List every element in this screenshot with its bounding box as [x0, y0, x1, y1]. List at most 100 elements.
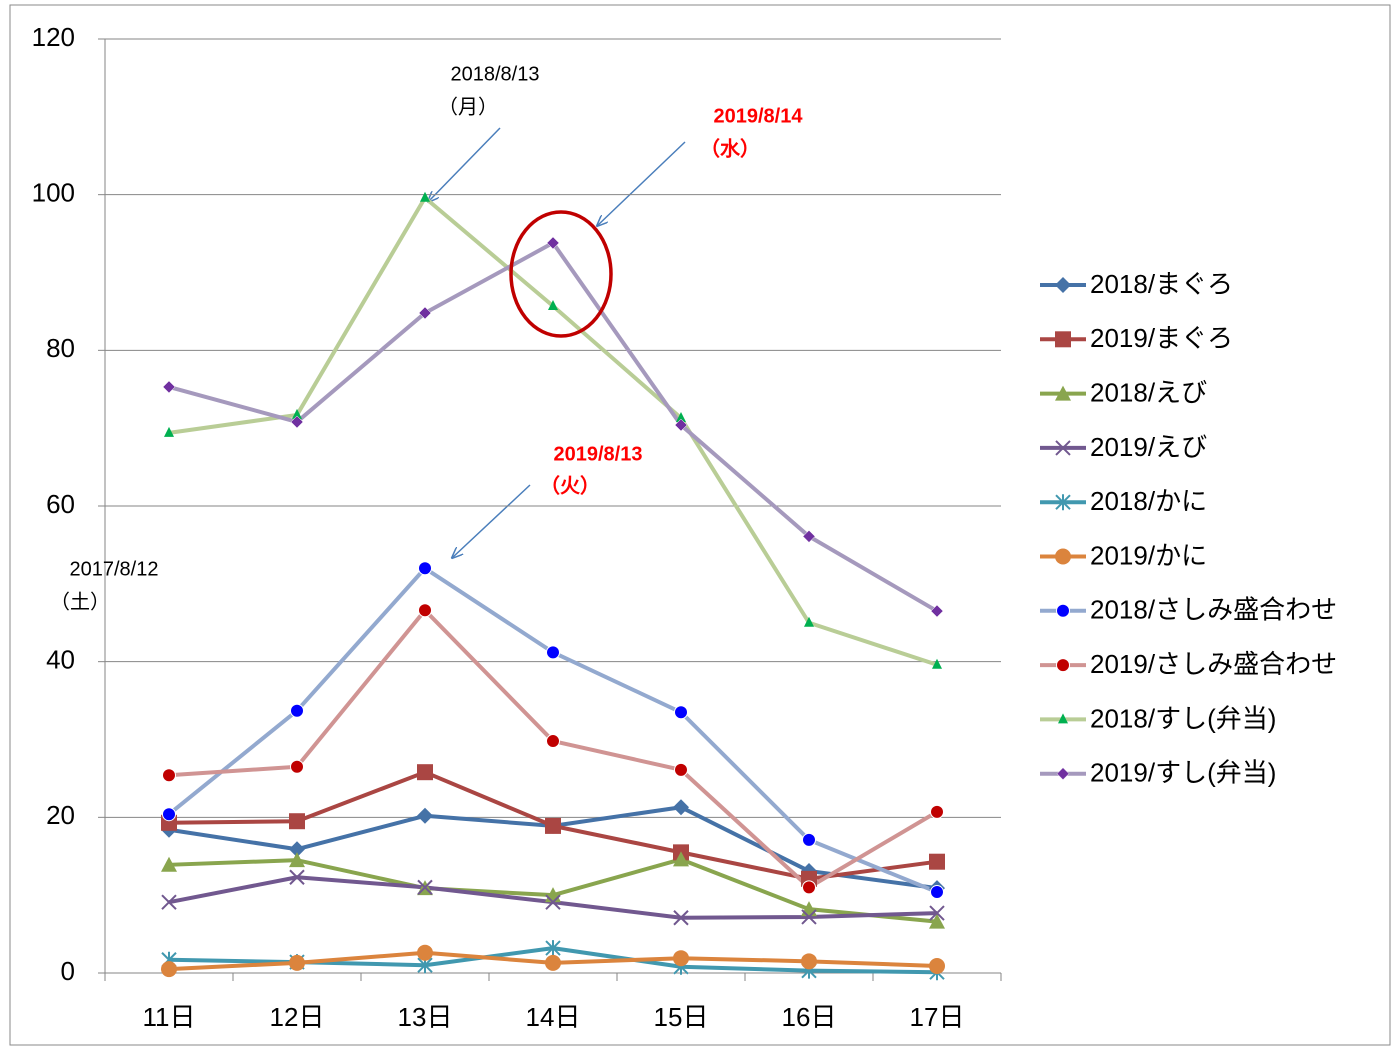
data-point	[673, 950, 689, 967]
data-point	[162, 380, 176, 394]
legend-marker-shape	[1056, 603, 1070, 618]
legend-marker-shape	[1058, 713, 1068, 724]
data-point	[932, 658, 942, 669]
y-tick-label: 0	[61, 956, 75, 986]
data-point	[673, 910, 689, 926]
legend-marker-shape	[1055, 331, 1071, 348]
data-point	[161, 856, 177, 872]
legend-marker-shape	[1055, 548, 1071, 565]
data-point	[546, 645, 560, 660]
legend-marker	[1055, 440, 1071, 456]
y-tick-label: 20	[46, 800, 75, 830]
x-tick-label: 11日	[143, 1002, 196, 1032]
data-point	[673, 799, 689, 816]
x-tick-label: 17日	[910, 1002, 965, 1032]
annotation: （水）	[700, 137, 760, 160]
legend-marker	[1056, 658, 1070, 673]
data-point	[290, 759, 304, 774]
y-tick-label: 60	[46, 489, 75, 519]
data-point	[289, 841, 305, 858]
legend-marker	[1055, 494, 1071, 511]
data-point	[545, 954, 561, 971]
legend-label: 2018/えび	[1090, 377, 1207, 407]
data-point	[417, 807, 433, 824]
annotation: 2017/8/12	[70, 558, 159, 580]
x-tick-label: 12日	[270, 1002, 325, 1032]
data-point	[801, 953, 817, 970]
x-tick-label: 13日	[398, 1002, 453, 1032]
data-point	[930, 804, 944, 819]
legend-marker	[1055, 548, 1071, 565]
data-point	[290, 703, 304, 718]
series-line	[168, 240, 939, 613]
data-point	[418, 306, 432, 320]
legend-label: 2019/えび	[1090, 432, 1207, 462]
data-point	[162, 807, 176, 822]
annotation-arrow	[452, 484, 531, 558]
data-point	[802, 530, 816, 543]
data-point	[802, 832, 816, 847]
data-point	[673, 851, 689, 867]
y-tick-label: 80	[46, 333, 75, 363]
data-point	[674, 705, 688, 720]
data-point	[546, 236, 560, 250]
legend-label: 2019/すし(弁当)	[1090, 758, 1276, 788]
data-point	[289, 813, 305, 830]
data-point	[418, 603, 432, 618]
data-point	[164, 426, 174, 437]
legend-label: 2018/すし(弁当)	[1090, 703, 1276, 733]
legend-marker-shape	[1056, 658, 1070, 673]
data-point	[545, 940, 561, 957]
data-point	[676, 412, 686, 423]
data-point	[548, 299, 558, 310]
data-point	[674, 418, 688, 432]
data-point	[674, 762, 688, 777]
annotation: （火）	[540, 474, 600, 497]
data-point	[292, 408, 302, 419]
x-tick-label: 16日	[782, 1002, 837, 1032]
data-point	[929, 957, 945, 974]
data-point	[417, 764, 433, 781]
y-tick-label: 100	[32, 178, 75, 208]
data-point	[161, 961, 177, 978]
annotation: 2019/8/13	[554, 443, 643, 465]
legend-marker-shape	[1055, 440, 1071, 456]
data-point	[546, 734, 560, 749]
annotation: （土）	[50, 590, 110, 613]
legend-label: 2018/まぐろ	[1090, 269, 1233, 299]
annotation-arrow	[428, 127, 501, 202]
data-point	[929, 913, 945, 929]
data-point	[289, 852, 305, 868]
data-point	[545, 894, 561, 910]
legend-label: 2019/まぐろ	[1090, 323, 1233, 353]
legend-marker-shape	[1055, 385, 1071, 401]
data-point	[162, 768, 176, 783]
legend-label: 2019/さしみ盛合わせ	[1090, 649, 1337, 679]
data-point	[929, 853, 945, 870]
data-point	[930, 604, 944, 618]
legend-marker-shape	[1055, 494, 1071, 511]
legend-marker-shape	[1055, 277, 1071, 293]
data-point	[930, 885, 944, 900]
legend-marker-shape	[1056, 767, 1070, 781]
data-point	[418, 561, 432, 576]
highlight-ellipse	[509, 210, 613, 338]
chart-frame	[9, 4, 1391, 1046]
legend-marker	[1056, 603, 1070, 618]
legend-label: 2018/さしみ盛合わせ	[1090, 595, 1337, 625]
data-point	[802, 880, 816, 895]
legend-marker	[1056, 767, 1070, 781]
data-point	[417, 944, 433, 961]
legend-marker	[1055, 331, 1071, 348]
data-point	[929, 905, 945, 921]
annotation-arrow	[597, 141, 686, 226]
data-point	[290, 415, 304, 429]
data-point	[417, 879, 433, 896]
legend-label: 2019/かに	[1090, 540, 1207, 570]
data-point	[545, 817, 561, 834]
x-tick-label: 15日	[654, 1002, 709, 1032]
legend-marker	[1055, 385, 1071, 401]
data-point	[804, 616, 814, 627]
legend-marker	[1058, 713, 1068, 724]
